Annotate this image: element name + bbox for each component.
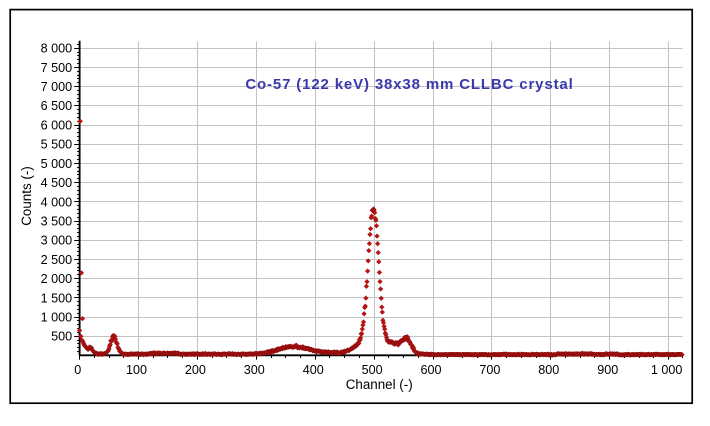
svg-text:2 500: 2 500 bbox=[41, 253, 73, 267]
svg-text:900: 900 bbox=[597, 363, 618, 377]
svg-text:7 500: 7 500 bbox=[41, 61, 73, 75]
svg-text:5 000: 5 000 bbox=[41, 157, 73, 171]
svg-text:1 000: 1 000 bbox=[41, 311, 73, 325]
svg-text:2 000: 2 000 bbox=[41, 272, 73, 286]
svg-text:4 500: 4 500 bbox=[41, 176, 73, 190]
svg-text:6 000: 6 000 bbox=[41, 118, 73, 132]
svg-text:4 000: 4 000 bbox=[41, 195, 73, 209]
svg-text:Channel (-): Channel (-) bbox=[346, 377, 413, 392]
svg-text:Co-57 (122 keV) 38x38 mm CLLBC: Co-57 (122 keV) 38x38 mm CLLBC crystal bbox=[245, 76, 573, 93]
svg-text:1 500: 1 500 bbox=[41, 291, 73, 305]
svg-text:7 000: 7 000 bbox=[41, 80, 73, 94]
svg-text:3 500: 3 500 bbox=[41, 215, 73, 229]
svg-text:1 000: 1 000 bbox=[651, 363, 683, 377]
svg-text:600: 600 bbox=[420, 363, 441, 377]
svg-text:5 500: 5 500 bbox=[41, 138, 73, 152]
svg-text:200: 200 bbox=[185, 363, 206, 377]
svg-text:3 000: 3 000 bbox=[41, 234, 73, 248]
svg-text:100: 100 bbox=[126, 363, 147, 377]
svg-text:800: 800 bbox=[538, 363, 559, 377]
svg-text:500: 500 bbox=[362, 363, 383, 377]
svg-text:400: 400 bbox=[303, 363, 324, 377]
svg-text:300: 300 bbox=[244, 363, 265, 377]
svg-text:8 000: 8 000 bbox=[41, 42, 73, 56]
svg-text:700: 700 bbox=[479, 363, 500, 377]
svg-text:500: 500 bbox=[51, 330, 72, 344]
svg-text:Counts (-): Counts (-) bbox=[19, 166, 34, 226]
svg-text:6 500: 6 500 bbox=[41, 99, 73, 113]
svg-text:0: 0 bbox=[74, 363, 81, 377]
